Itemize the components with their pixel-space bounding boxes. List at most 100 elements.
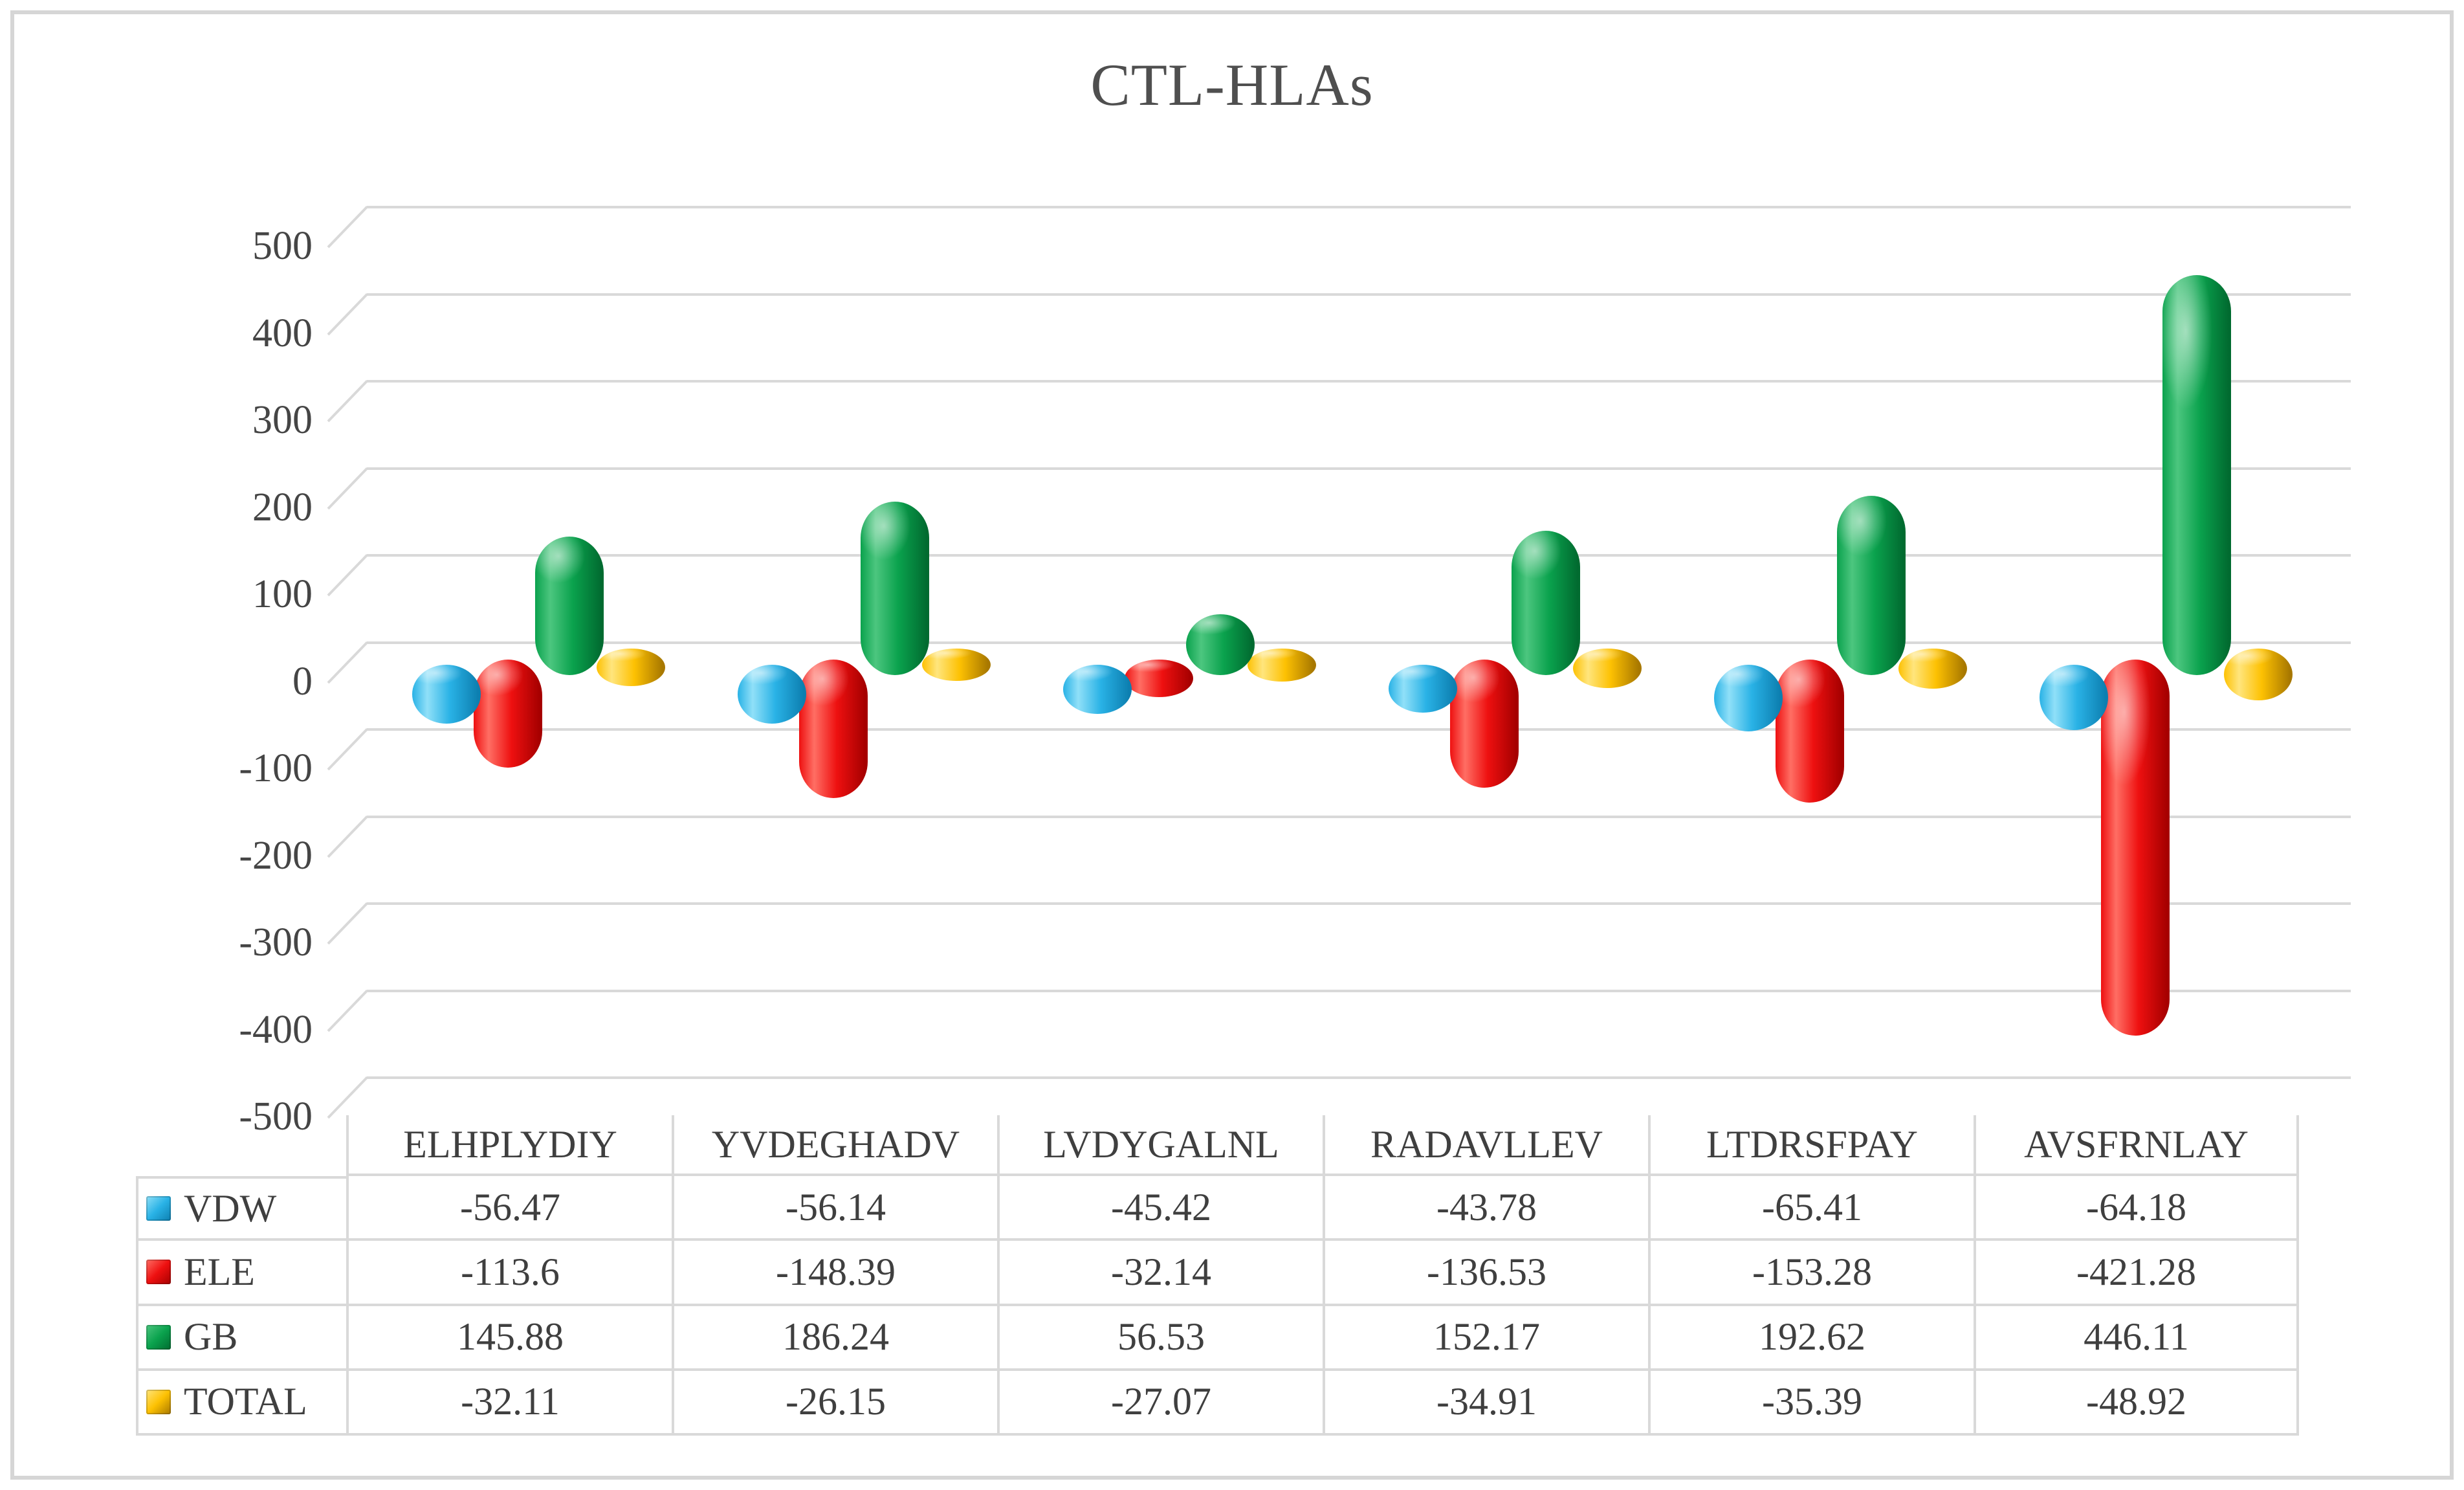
table-value-gb-elhplydiy: 145.88	[346, 1306, 672, 1371]
bar-ele-elhplydiy	[473, 659, 542, 768]
bar-ele-ltdrsfpay	[1775, 659, 1844, 803]
gridline	[367, 641, 2351, 644]
gridline-depth-tick	[327, 554, 368, 597]
y-axis-tick-label: -300	[239, 920, 313, 964]
gridline-depth-tick	[327, 467, 368, 509]
bar-total-radavllev	[1572, 648, 1642, 689]
legend-row-vdw: VDW	[136, 1176, 346, 1241]
table-value-ele-yvdeghadv: -148.39	[672, 1241, 997, 1306]
bar-gb-ltdrsfpay	[1836, 495, 1906, 675]
y-axis-tick-label: 300	[252, 398, 313, 442]
table-value-ele-ltdrsfpay: -153.28	[1648, 1241, 1974, 1306]
legend-key-total-icon	[146, 1389, 171, 1414]
table-value-vdw-elhplydiy: -56.47	[346, 1176, 672, 1241]
bar-vdw-radavllev	[1388, 665, 1457, 713]
bar-ele-radavllev	[1449, 659, 1519, 788]
y-axis-tick-label: -100	[239, 746, 313, 790]
bar-ele-yvdeghadv	[798, 659, 868, 799]
bar-gb-elhplydiy	[534, 536, 604, 675]
legend-row-total: TOTAL	[136, 1370, 346, 1436]
bar-total-elhplydiy	[596, 648, 665, 686]
legend-row-gb: GB	[136, 1306, 346, 1371]
bar-gb-lvdygalnl	[1185, 614, 1255, 675]
gridline-depth-tick	[327, 380, 368, 423]
bar-gb-radavllev	[1511, 531, 1580, 675]
data-table: ELHPLYDIY YVDEGHADV LVDYGALNL RADAVLLEV LTDR…	[136, 1115, 2299, 1436]
table-value-ele-elhplydiy: -113.6	[346, 1241, 672, 1306]
table-header-elhplydiy: ELHPLYDIY	[346, 1115, 672, 1176]
table-value-gb-lvdygalnl: 56.53	[997, 1306, 1323, 1371]
y-axis-tick-label: 500	[252, 224, 313, 268]
table-value-vdw-avsfrnlay: -64.18	[1974, 1176, 2299, 1241]
table-value-gb-ltdrsfpay: 192.62	[1648, 1306, 1974, 1371]
bar-vdw-elhplydiy	[412, 665, 481, 724]
bar-gb-yvdeghadv	[860, 501, 929, 675]
y-axis-tick-label: -200	[239, 833, 313, 878]
table-value-ele-lvdygalnl: -32.14	[997, 1241, 1323, 1306]
gridline-depth-tick	[327, 641, 368, 684]
chart-title: CTL-HLAs	[1090, 52, 1374, 118]
table-value-ele-avsfrnlay: -421.28	[1974, 1241, 2299, 1306]
gridline	[367, 206, 2351, 208]
gridline-depth-tick	[327, 293, 368, 335]
table-value-vdw-yvdeghadv: -56.14	[672, 1176, 997, 1241]
table-value-vdw-lvdygalnl: -45.42	[997, 1176, 1323, 1241]
table-header-avsfrnlay: AVSFRNLAY	[1974, 1115, 2299, 1176]
y-axis-tick-label: 0	[292, 659, 313, 704]
table-header-radavllev: RADAVLLEV	[1323, 1115, 1648, 1176]
gridline	[367, 1076, 2351, 1079]
bar-total-avsfrnlay	[2223, 648, 2293, 701]
table-value-total-radavllev: -34.91	[1323, 1370, 1648, 1436]
table-value-total-avsfrnlay: -48.92	[1974, 1370, 2299, 1436]
table-value-total-lvdygalnl: -27.07	[997, 1370, 1323, 1436]
bar-vdw-yvdeghadv	[737, 665, 806, 724]
table-value-total-yvdeghadv: -26.15	[672, 1370, 997, 1436]
legend-label: VDW	[184, 1186, 277, 1230]
table-value-total-elhplydiy: -32.11	[346, 1370, 672, 1436]
table-value-vdw-radavllev: -43.78	[1323, 1176, 1648, 1241]
table-value-gb-radavllev: 152.17	[1323, 1306, 1648, 1371]
table-header-yvdeghadv: YVDEGHADV	[672, 1115, 997, 1176]
gridline	[367, 293, 2351, 296]
legend-key-vdw-icon	[146, 1196, 171, 1221]
bar-vdw-avsfrnlay	[2039, 665, 2108, 731]
gridline	[367, 989, 2351, 992]
gridline	[367, 902, 2351, 905]
gridline	[367, 467, 2351, 470]
legend-key-gb-icon	[146, 1324, 171, 1350]
bar-ele-lvdygalnl	[1124, 659, 1193, 697]
bar-gb-avsfrnlay	[2162, 274, 2231, 675]
table-value-gb-yvdeghadv: 186.24	[672, 1306, 997, 1371]
gridline	[367, 554, 2351, 557]
legend-label: ELE	[184, 1250, 255, 1293]
table-value-vdw-ltdrsfpay: -65.41	[1648, 1176, 1974, 1241]
table-value-total-ltdrsfpay: -35.39	[1648, 1370, 1974, 1436]
legend-label: TOTAL	[184, 1380, 307, 1423]
y-axis-tick-label: -500	[239, 1095, 313, 1139]
table-header-ltdrsfpay: LTDRSFPAY	[1648, 1115, 1974, 1176]
table-value-ele-radavllev: -136.53	[1323, 1241, 1648, 1306]
table-value-gb-avsfrnlay: 446.11	[1974, 1306, 2299, 1371]
bar-ele-avsfrnlay	[2100, 659, 2170, 1036]
y-axis-tick-label: -400	[239, 1007, 313, 1052]
table-header-lvdygalnl: LVDYGALNL	[997, 1115, 1323, 1176]
gridline-depth-tick	[327, 989, 368, 1032]
gridline-depth-tick	[327, 206, 368, 249]
gridline-depth-tick	[327, 728, 368, 771]
legend-key-ele-icon	[146, 1260, 171, 1285]
gridline	[367, 728, 2351, 731]
bar-total-lvdygalnl	[1247, 648, 1316, 682]
y-axis-tick-label: 200	[252, 485, 313, 529]
gridline	[367, 815, 2351, 818]
bar-total-ltdrsfpay	[1898, 648, 1967, 689]
bar-vdw-ltdrsfpay	[1713, 665, 1783, 731]
gridline-depth-tick	[327, 902, 368, 945]
legend-row-ele: ELE	[136, 1241, 346, 1306]
gridline	[367, 380, 2351, 383]
y-axis-tick-label: 100	[252, 572, 313, 616]
bar-vdw-lvdygalnl	[1062, 665, 1132, 715]
y-axis-tick-label: 400	[252, 311, 313, 355]
gridline-depth-tick	[327, 815, 368, 858]
legend-label: GB	[184, 1315, 238, 1359]
